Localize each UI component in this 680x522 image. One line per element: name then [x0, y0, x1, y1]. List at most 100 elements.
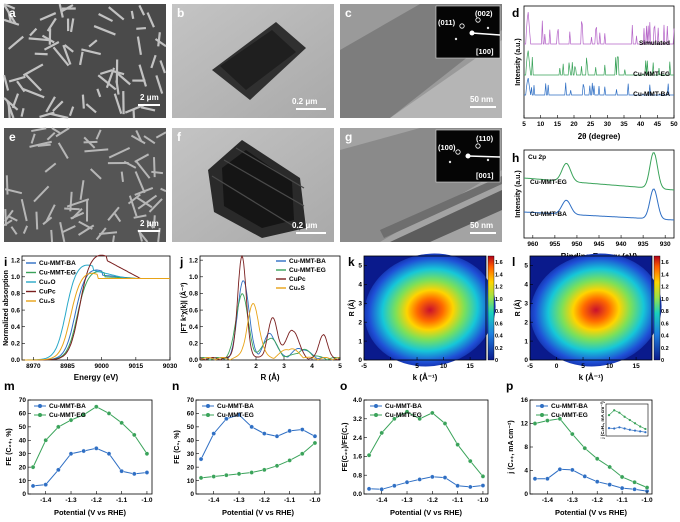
exafs-legend-label: Cu-MMT-BA — [289, 258, 326, 265]
data-point — [236, 412, 242, 418]
y-axis-label: FE(C₂₊)/FE(C₁) — [342, 423, 349, 472]
panel-letter-e: e — [9, 130, 16, 144]
sem-crystal — [113, 93, 123, 115]
data-point — [455, 442, 460, 447]
sem-crystal — [5, 175, 9, 195]
inset-point — [644, 431, 647, 434]
data-point — [43, 437, 49, 443]
y-axis-label: FE (C₂₊, %) — [6, 428, 13, 466]
panel-j-exafs: j Cu-MMT-BA Cu-MMT-EG CuPc Cu₂S 0 1 2 3 4 5 0.0 0.… — [179, 254, 342, 382]
data-point — [532, 476, 538, 482]
ytick: 20 — [187, 464, 195, 471]
data-point — [582, 445, 588, 451]
sem-crystal — [151, 170, 164, 175]
panel-letter-c: c — [345, 6, 352, 20]
x-axis-label: Potential (V vs RHE) — [222, 508, 295, 517]
sem-crystal — [160, 187, 167, 193]
xtick: -1.3 — [567, 497, 579, 504]
panel-e-sem: e 2 μm — [3, 127, 167, 243]
scalebar-g: 50 nm — [470, 221, 493, 230]
data-point — [43, 482, 49, 487]
wavelet-ytick: 0 — [358, 357, 362, 364]
panel-letter-g: g — [345, 130, 352, 144]
data-point — [480, 474, 486, 479]
data-point — [56, 424, 61, 430]
legend-marker — [374, 413, 378, 417]
sem-crystal — [66, 198, 90, 208]
legend-label: Cu-MMT-EG — [385, 412, 422, 419]
data-point — [119, 420, 124, 426]
xanes-ytick: 1.2 — [11, 257, 20, 264]
sem-crystal — [120, 171, 124, 182]
exafs-curve-3 — [199, 254, 340, 361]
xanes-ytick: 0.6 — [11, 307, 20, 314]
sem-crystal — [88, 39, 98, 48]
colorbar-tick: 1.0 — [495, 297, 503, 303]
sem-crystal — [22, 63, 44, 77]
inset-point — [639, 425, 642, 428]
xps-xtick: 945 — [594, 241, 605, 248]
sem-crystal — [134, 171, 146, 194]
sem-crystal — [99, 69, 113, 75]
wavelet-xtick: 5 — [415, 363, 419, 370]
xrd-pattern-3 — [524, 78, 674, 96]
sem-crystal — [4, 209, 7, 226]
ytick: 10 — [187, 478, 195, 485]
sem-crystal — [83, 140, 98, 144]
ytick: 4 — [524, 468, 528, 475]
wavelet-xtick: 10 — [606, 363, 614, 370]
data-point — [224, 472, 229, 478]
data-point — [274, 463, 280, 469]
panel-p-chart: p Cu-MMT-BA Cu-MMT-EG -1.4 -1.3 -1.2 -1.1 -1.0 0… — [506, 379, 653, 517]
inset-point — [607, 427, 611, 430]
legend-label: Cu-MMT-BA — [551, 403, 588, 410]
legend-marker — [38, 413, 42, 417]
wavelet-xtick: -5 — [527, 363, 533, 370]
sem-crystal — [112, 235, 116, 243]
data-point — [94, 446, 99, 451]
data-point — [299, 451, 305, 457]
ytick: 0.0 — [353, 491, 362, 498]
sem-crystal — [50, 229, 54, 243]
data-point — [582, 474, 588, 479]
panel-letter-d: d — [512, 6, 519, 20]
inset-point — [623, 415, 626, 418]
panel-m-chart: m Cu-MMT-BA Cu-MMT-EG -1.4 -1.3 -1.2 -1.1 -1.0 0… — [4, 379, 153, 517]
wavelet-k-xlabel: k (Å⁻¹) — [413, 373, 438, 382]
wavelet-ytick: 1 — [358, 338, 362, 345]
sem-crystal — [79, 180, 85, 200]
ytick: 30 — [187, 451, 195, 458]
wavelet-ytick: 0 — [524, 357, 528, 364]
sem-crystal — [153, 157, 156, 178]
sem-crystal — [124, 103, 146, 114]
data-point — [392, 416, 397, 422]
panel-n-chart: n Cu-MMT-BA Cu-MMT-EG -1.4 -1.3 -1.2 -1.1 -1.0 0… — [172, 379, 321, 517]
legend-marker — [540, 413, 544, 417]
data-point — [532, 421, 538, 426]
xps-spectrum-1 — [523, 152, 675, 191]
panel-i-xanes: i Cu-MMT-BA Cu-MMT-EG Cu₂O CuPc Cu₂S 8970 898… — [3, 254, 178, 382]
colorbar-tick: 0.6 — [495, 321, 503, 327]
sem-crystal — [137, 194, 158, 210]
ytick: 0 — [190, 491, 194, 498]
xps-xtick: 940 — [616, 241, 627, 248]
exafs-ytick: 0.4 — [189, 324, 198, 331]
data-point — [106, 451, 112, 457]
panel-c-hrtem: c (011) (002) [100] 50 nm — [340, 4, 502, 118]
data-point — [119, 468, 124, 474]
sem-crystal — [68, 106, 75, 117]
xtick: -1.2 — [91, 497, 103, 504]
sem-crystal — [136, 36, 143, 55]
data-point — [224, 416, 229, 422]
series-line-2 — [368, 411, 484, 477]
sem-crystal — [2, 74, 10, 91]
sem-crystal — [146, 219, 155, 229]
colorbar-tick: 1.2 — [661, 285, 669, 291]
colorbar-tick: 0.8 — [495, 309, 503, 315]
data-point — [366, 452, 372, 458]
panel-letter-i: i — [4, 255, 7, 269]
series-line-1 — [535, 468, 648, 492]
wavelet-xtick: 15 — [632, 363, 640, 370]
sem-crystal — [29, 140, 52, 148]
exafs-ytick: 0.6 — [189, 307, 198, 314]
